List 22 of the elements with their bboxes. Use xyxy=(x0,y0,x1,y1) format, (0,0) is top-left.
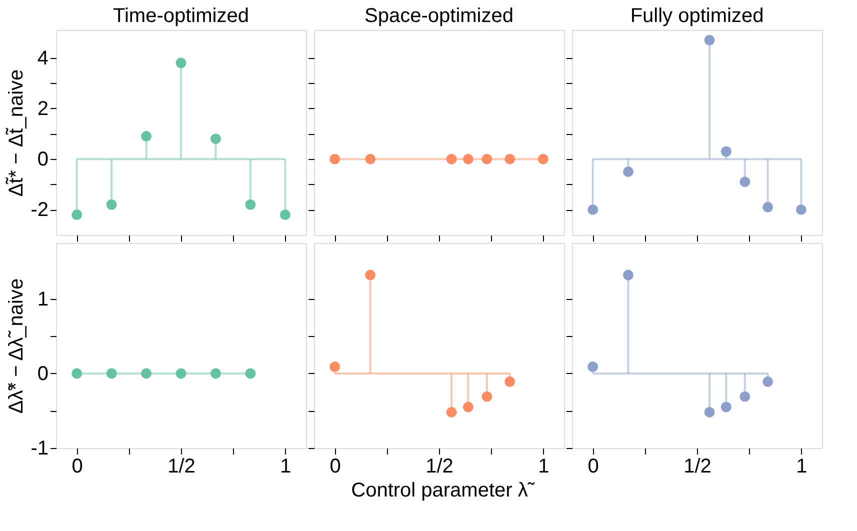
x-tick-label: 1 xyxy=(538,456,550,478)
x-tick-label: 1/2 xyxy=(168,456,196,478)
x-tick-label: 0 xyxy=(72,456,83,478)
y-tick-label: 1 xyxy=(37,288,48,310)
x-tick-label: 1/2 xyxy=(426,456,454,478)
y-tick-label: 0 xyxy=(37,362,48,385)
chart-title: Time-optimized xyxy=(113,5,249,27)
chart-title: Fully optimized xyxy=(630,5,764,27)
x-tick-label: 0 xyxy=(588,456,599,478)
x-tick-label: 0 xyxy=(330,456,341,478)
chart-title: Space-optimized xyxy=(364,5,514,27)
x-tick-label: 1 xyxy=(280,456,292,478)
y-axis-title: Δλ̃* − Δλ̃_naive xyxy=(6,278,28,414)
x-axis-title: Control parameter λ̃ xyxy=(351,480,535,502)
x-tick-label: 1 xyxy=(796,456,808,478)
y-axis-title: Δt̃* − Δt̃_naive xyxy=(4,69,28,197)
x-tick-label: 1/2 xyxy=(684,456,712,478)
y-tick-label: 0 xyxy=(37,148,48,171)
y-tick-label: -1 xyxy=(30,438,48,460)
y-tick-label: 4 xyxy=(37,47,48,70)
y-tick-label: 2 xyxy=(37,98,48,120)
y-tick-label: -2 xyxy=(30,199,48,222)
